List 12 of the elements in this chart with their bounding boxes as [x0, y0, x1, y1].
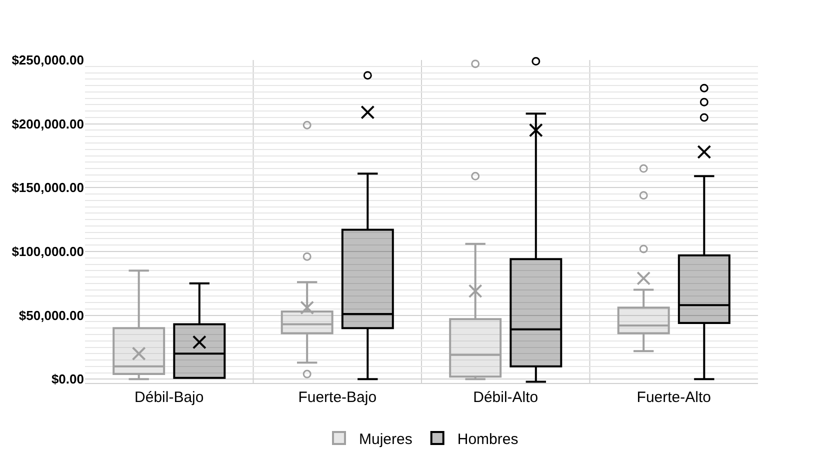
y-tick-label: $150,000.00: [12, 180, 84, 196]
legend-label: Mujeres: [359, 430, 412, 448]
y-tick-label: $50,000.00: [18, 308, 84, 323]
y-tick-label: $100,000.00: [12, 244, 84, 260]
x-tick-label: Débil-Bajo: [134, 389, 204, 406]
x-tick-label: Fuerte-Alto: [636, 389, 711, 406]
x-tick-label: Débil-Alto: [473, 389, 538, 406]
y-tick-label: $0.00: [51, 372, 84, 387]
y-tick-label: $200,000.00: [12, 116, 84, 132]
y-tick-label: $250,000.00: [12, 52, 84, 68]
legend-label: Hombres: [457, 430, 518, 448]
x-tick-label: Fuerte-Bajo: [298, 389, 377, 406]
